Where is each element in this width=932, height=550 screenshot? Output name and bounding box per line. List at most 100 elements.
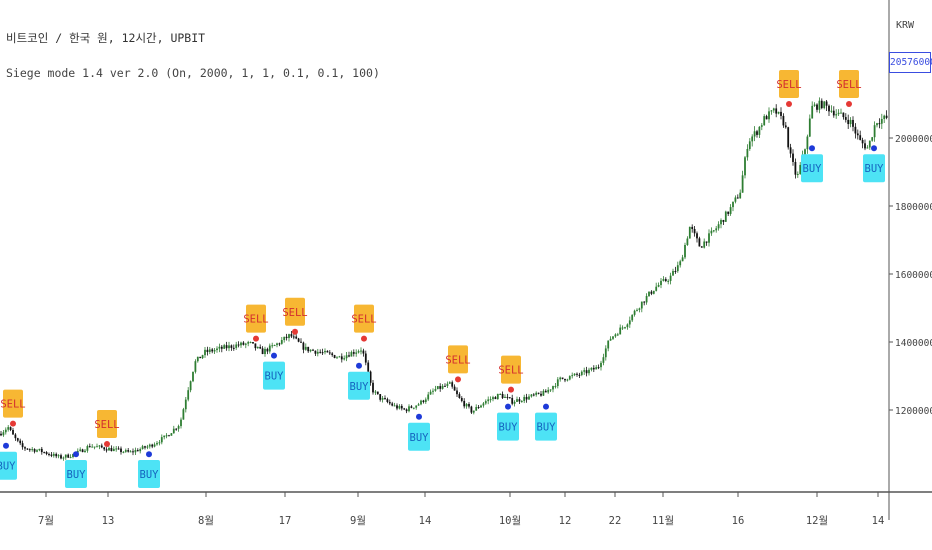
candle: [194, 359, 197, 374]
candle: [832, 106, 835, 118]
price-tick-label: 14000000: [895, 338, 932, 349]
candle: [477, 405, 480, 409]
candle: [266, 347, 269, 355]
candle: [280, 337, 283, 345]
candle: [732, 201, 734, 212]
buy-label: BUY: [0, 461, 16, 473]
candle: [756, 129, 758, 138]
candle: [758, 126, 761, 139]
sell-signal[interactable]: SELL: [836, 70, 862, 107]
candle: [40, 446, 43, 455]
sell-signal[interactable]: SELL: [445, 345, 471, 383]
candle: [328, 350, 331, 355]
last-price-label: 20576000: [889, 52, 932, 73]
candle: [501, 391, 504, 400]
candle: [364, 350, 367, 366]
time-axis[interactable]: 7월 13 8월 17 9월 14 10월 12 22 11월 16 12월 14: [38, 492, 884, 527]
candle: [105, 447, 108, 453]
buy-signal[interactable]: BUY: [801, 145, 823, 183]
time-tick-label: 7월: [38, 515, 54, 527]
candle: [530, 393, 533, 398]
candle: [290, 331, 293, 339]
indicator-legend[interactable]: Siege mode 1.4 ver 2.0 (On, 2000, 1, 1, …: [6, 66, 380, 80]
candle: [667, 279, 670, 285]
candle: [199, 356, 202, 359]
sell-signal[interactable]: SELL: [498, 355, 524, 393]
candle: [470, 405, 473, 414]
candle: [340, 353, 343, 363]
candle: [849, 117, 852, 128]
candle: [16, 437, 19, 443]
sell-signal[interactable]: SELL: [94, 410, 120, 447]
candle: [218, 343, 221, 353]
candle: [566, 378, 569, 382]
candle: [148, 443, 151, 449]
candle: [549, 389, 552, 393]
sell-badge: [779, 70, 799, 98]
buy-dot: [356, 362, 362, 369]
candle: [271, 342, 274, 349]
candle: [777, 111, 780, 115]
candle: [631, 314, 634, 323]
buy-signal[interactable]: BUY: [497, 403, 519, 441]
buy-signal[interactable]: BUY: [535, 403, 557, 441]
candle: [338, 355, 341, 358]
candle: [81, 448, 84, 453]
candle: [103, 446, 106, 451]
candle: [775, 104, 778, 118]
signal-markers: SELL SELL SELL SELL SELL SELL SELL SELL SELL BUY B…: [0, 70, 885, 488]
buy-signal[interactable]: BUY: [65, 451, 87, 488]
sell-dot: [292, 328, 298, 335]
price-axis[interactable]: 12000000 14000000 16000000 18000000 20000000: [889, 134, 932, 417]
candle: [600, 360, 602, 371]
candle: [475, 404, 478, 411]
buy-label: BUY: [803, 163, 823, 175]
candle: [21, 440, 24, 450]
candle: [376, 391, 379, 395]
sell-label: SELL: [282, 307, 307, 319]
candle: [525, 393, 528, 403]
sell-signal[interactable]: SELL: [776, 70, 802, 107]
candle: [806, 134, 809, 154]
candle: [669, 272, 672, 285]
candle: [626, 323, 629, 330]
candle: [415, 405, 418, 410]
candle: [614, 333, 617, 338]
candle: [165, 433, 168, 439]
candle: [532, 393, 535, 397]
sell-signal[interactable]: SELL: [351, 304, 377, 342]
buy-signal[interactable]: BUY: [263, 352, 285, 390]
candle: [628, 316, 631, 328]
candle: [225, 341, 228, 351]
candle: [494, 396, 497, 400]
candle: [765, 114, 768, 120]
candle: [252, 341, 254, 344]
buy-signal[interactable]: BUY: [863, 145, 885, 183]
sell-signal[interactable]: SELL: [0, 389, 26, 427]
buy-label: BUY: [865, 163, 885, 175]
candle: [868, 140, 871, 150]
sell-badge: [354, 304, 374, 333]
candle: [693, 225, 696, 237]
candle: [400, 404, 403, 411]
candle: [688, 226, 691, 239]
buy-signal[interactable]: BUY: [408, 413, 430, 451]
candle: [772, 107, 775, 113]
candle: [456, 387, 458, 397]
buy-signal[interactable]: BUY: [138, 451, 160, 488]
buy-signal[interactable]: BUY: [348, 362, 370, 400]
candle: [638, 307, 641, 313]
candle: [211, 347, 214, 354]
candle: [177, 424, 180, 432]
sell-signal[interactable]: SELL: [282, 297, 308, 335]
candle: [780, 107, 782, 120]
candle: [439, 383, 442, 392]
candle: [492, 395, 494, 402]
candle: [859, 130, 862, 141]
buy-signal[interactable]: BUY: [0, 442, 17, 480]
candle: [446, 381, 449, 388]
sell-signal[interactable]: SELL: [243, 304, 269, 342]
candle-series: [0, 97, 888, 461]
candle: [453, 384, 456, 391]
